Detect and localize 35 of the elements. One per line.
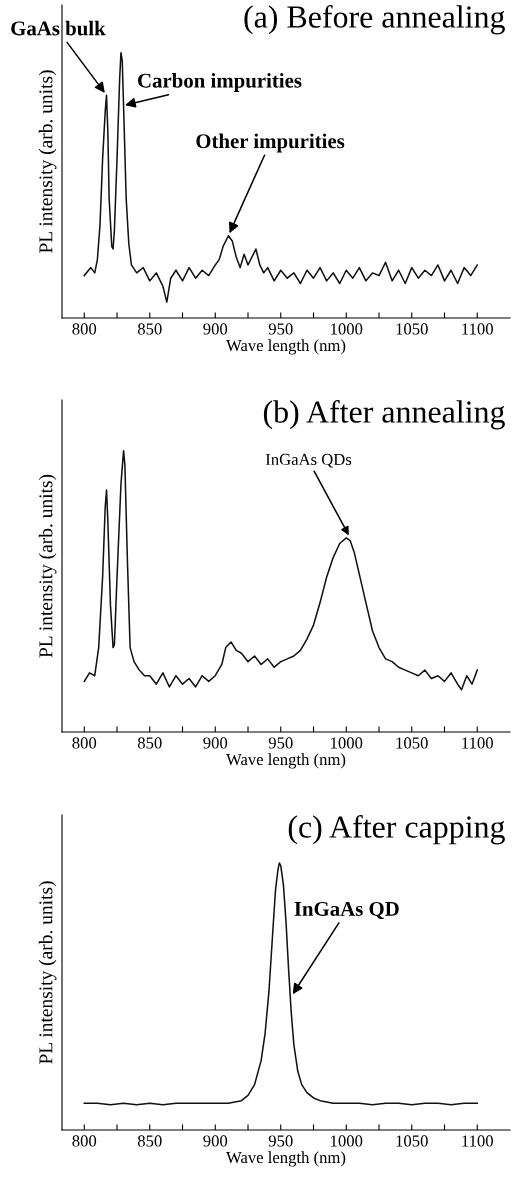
x-tick-label: 900 <box>203 737 228 749</box>
chart-title: (b) After annealing <box>263 400 505 430</box>
x-tick-label: 1000 <box>331 737 363 749</box>
x-tick-label: 1100 <box>462 737 493 749</box>
chart-title: (a) Before annealing <box>244 5 505 35</box>
x-tick-label: 800 <box>72 737 97 749</box>
x-axis-title: Wave length (nm) <box>226 753 346 769</box>
chart-title: (c) After capping <box>288 815 505 845</box>
y-axis-title: PL intensity (arb. units) <box>38 70 57 253</box>
y-axis-title: PL intensity (arb. units) <box>38 474 57 658</box>
x-axis-title: Wave length (nm) <box>226 1151 346 1167</box>
x-tick-label: 850 <box>137 323 162 335</box>
annotation: GaAs bulk <box>11 20 106 36</box>
y-axis-title: PL intensity (arb. units) <box>38 881 57 1064</box>
x-tick-label: 1100 <box>462 323 493 335</box>
x-tick-label: 1050 <box>396 737 428 749</box>
x-tick-label: 850 <box>137 1135 162 1147</box>
x-tick-label: 1050 <box>396 1135 428 1147</box>
x-tick-label: 1000 <box>331 323 363 335</box>
annotation: InGaAs QD <box>294 901 399 920</box>
x-tick-label: 900 <box>203 323 228 335</box>
annotation: InGaAs QDs <box>265 453 352 468</box>
x-tick-label: 950 <box>268 1135 293 1147</box>
x-tick-label: 850 <box>137 737 162 749</box>
x-tick-label: 950 <box>268 737 293 749</box>
x-tick-label: 800 <box>72 1135 97 1147</box>
x-tick-label: 1000 <box>331 1135 363 1147</box>
x-tick-label: 1050 <box>396 323 428 335</box>
annotation: Other impurities <box>196 133 345 153</box>
x-tick-label: 800 <box>72 323 97 335</box>
x-tick-label: 1100 <box>462 1135 493 1147</box>
annotation: Carbon impurities <box>138 73 302 92</box>
x-axis-title: Wave length (nm) <box>226 339 346 355</box>
x-tick-label: 900 <box>203 1135 228 1147</box>
x-tick-label: 950 <box>268 323 293 335</box>
